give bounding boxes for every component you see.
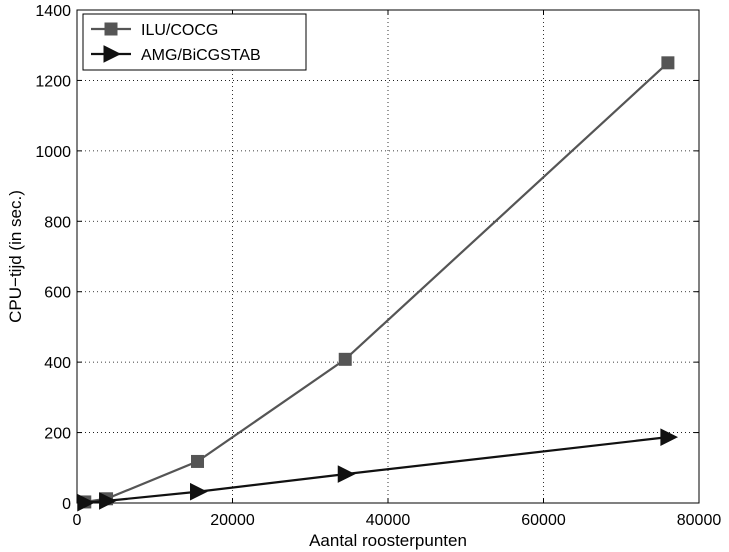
y-tick-label: 200	[44, 426, 71, 443]
x-tick-label: 20000	[210, 512, 255, 529]
data-point-amg-bicgstab	[190, 482, 208, 501]
y-tick-label: 800	[44, 214, 71, 231]
y-tick-label: 1200	[35, 73, 71, 90]
series-layer	[77, 56, 679, 512]
data-point-amg-bicgstab	[77, 493, 95, 512]
x-axis-label: Aantal roosterpunten	[309, 531, 467, 550]
series-line-amg-bicgstab	[84, 436, 669, 504]
grid-lines	[77, 10, 699, 503]
plot-frame	[76, 9, 700, 504]
x-axis-ticks: 0 20000 40000 60000 80000	[73, 10, 722, 529]
y-axis-ticks: 0 200 400 600 800 1000 1200 1400	[35, 3, 699, 513]
legend: ILU/COCG AMG/BiCGSTAB	[82, 13, 307, 71]
legend-label-amg-bicgstab: AMG/BiCGSTAB	[141, 47, 261, 64]
data-point-ilu-cocg	[191, 454, 205, 468]
legend-box	[82, 13, 307, 71]
x-tick-label: 80000	[677, 512, 722, 529]
series-line-ilu-cocg	[84, 62, 669, 504]
legend-marker-ilu-cocg	[104, 22, 118, 36]
data-point-amg-bicgstab	[99, 492, 117, 510]
y-axis-label: CPU−tijd (in sec.)	[6, 190, 25, 323]
legend-marker-amg-bicgstab	[103, 45, 122, 63]
data-point-ilu-cocg	[661, 56, 675, 70]
data-point-amg-bicgstab	[660, 428, 679, 446]
x-tick-label: 40000	[366, 512, 411, 529]
x-tick-label: 0	[73, 512, 82, 529]
legend-label-ilu-cocg: ILU/COCG	[141, 22, 218, 39]
series-amg-bicgstab	[77, 428, 679, 512]
y-tick-label: 400	[44, 355, 71, 372]
x-tick-label: 60000	[521, 512, 566, 529]
y-tick-label: 1400	[35, 3, 71, 20]
data-point-amg-bicgstab	[337, 465, 356, 483]
y-tick-label: 600	[44, 285, 71, 302]
series-ilu-cocg	[78, 56, 675, 509]
y-tick-label: 0	[62, 496, 71, 513]
y-tick-label: 1000	[35, 144, 71, 161]
data-point-ilu-cocg	[338, 352, 352, 366]
